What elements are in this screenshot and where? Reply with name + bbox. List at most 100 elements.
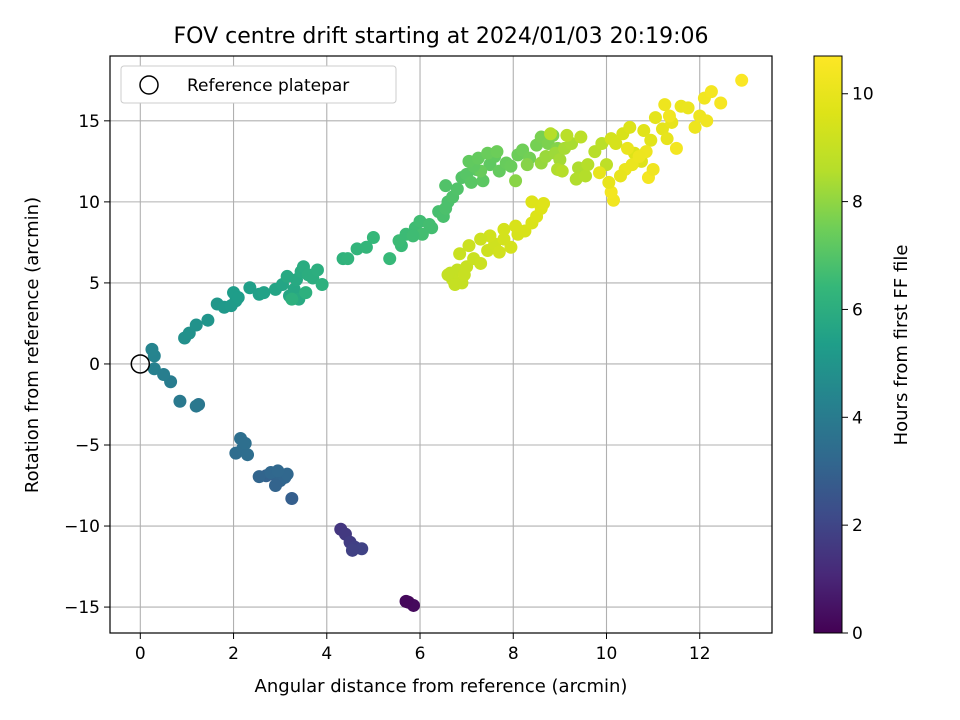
data-point — [604, 185, 618, 199]
colorbar-tick-label: 10 — [852, 85, 874, 105]
data-point — [257, 286, 271, 300]
data-point — [269, 479, 282, 493]
data-point — [271, 464, 285, 478]
data-point — [201, 313, 215, 327]
legend-box — [120, 65, 397, 104]
data-point — [189, 399, 203, 413]
data-point — [383, 252, 397, 266]
data-point — [462, 239, 476, 253]
data-point — [644, 133, 658, 147]
x-tick-label: 4 — [321, 644, 332, 664]
y-tick-label: 10 — [78, 193, 100, 213]
data-point — [662, 109, 676, 123]
data-point — [544, 127, 558, 141]
data-points — [145, 73, 749, 612]
x-tick-label: 12 — [689, 644, 711, 664]
data-point — [688, 120, 702, 134]
y-tick-label: −10 — [64, 517, 100, 537]
y-tick-label: −15 — [64, 598, 100, 618]
data-point — [392, 234, 406, 248]
y-axis-ticks: −15 −10 −5 0 5 10 15 — [64, 112, 110, 618]
data-point — [399, 594, 413, 608]
data-point — [252, 470, 266, 484]
data-point — [457, 268, 471, 282]
colorbar-tick-label: 6 — [852, 300, 863, 320]
data-point — [537, 196, 551, 210]
legend-marker-icon — [139, 75, 159, 95]
data-point — [613, 169, 627, 183]
data-point — [173, 394, 187, 408]
data-point — [474, 232, 488, 246]
data-point — [147, 362, 161, 376]
data-point — [637, 124, 651, 138]
chart-title: FOV centre drift starting at 2024/01/03 … — [174, 24, 709, 49]
data-point — [681, 101, 695, 115]
data-point — [704, 85, 718, 99]
data-point — [241, 448, 255, 462]
data-point — [609, 137, 623, 151]
data-point — [660, 132, 674, 146]
data-point — [439, 201, 453, 215]
data-point — [243, 281, 257, 295]
data-point — [425, 221, 439, 235]
data-point — [593, 166, 607, 180]
data-point — [406, 229, 420, 243]
colorbar-tick-label: 2 — [852, 516, 863, 536]
legend: Reference platepar — [120, 65, 397, 104]
plot-frame — [109, 55, 773, 634]
data-point — [714, 96, 728, 110]
x-tick-label: 6 — [415, 644, 426, 664]
data-point — [632, 149, 646, 163]
data-point — [497, 222, 511, 236]
x-tick-label: 8 — [508, 644, 519, 664]
data-point — [509, 219, 523, 233]
y-tick-label: 15 — [78, 112, 100, 132]
data-point — [238, 436, 252, 450]
data-point — [189, 318, 203, 332]
x-tick-label: 10 — [596, 644, 618, 664]
data-point — [231, 290, 245, 304]
y-tick-label: 0 — [89, 355, 100, 375]
data-point — [520, 158, 534, 172]
grid-lines — [110, 56, 772, 633]
data-point — [285, 292, 299, 306]
data-point — [648, 111, 662, 125]
data-point — [658, 98, 672, 112]
data-point — [669, 141, 683, 155]
data-point — [735, 73, 749, 87]
data-point — [555, 164, 569, 178]
data-point — [700, 114, 714, 128]
data-point — [620, 141, 634, 155]
data-point — [623, 120, 637, 134]
colorbar: 0 2 4 6 8 10 Hours from first FF file — [813, 55, 912, 644]
data-point — [655, 122, 669, 136]
data-point — [359, 240, 373, 254]
data-point — [299, 286, 313, 300]
data-point — [285, 491, 299, 505]
colorbar-gradient — [813, 55, 843, 634]
data-point — [492, 245, 506, 259]
x-axis-ticks: 0 2 4 6 8 10 12 — [135, 633, 711, 664]
y-axis-label: Rotation from reference (arcmin) — [22, 197, 43, 493]
data-point — [553, 153, 567, 167]
y-tick-label: 5 — [89, 274, 100, 294]
data-point — [474, 256, 488, 270]
data-point — [504, 159, 518, 173]
x-tick-label: 2 — [228, 644, 239, 664]
data-point — [450, 182, 464, 196]
data-point — [490, 145, 504, 159]
colorbar-tick-label: 0 — [852, 624, 863, 644]
x-tick-label: 0 — [135, 644, 146, 664]
data-point — [280, 269, 294, 283]
y-tick-label: −5 — [75, 436, 100, 456]
data-point — [345, 543, 359, 557]
data-point — [157, 367, 171, 381]
data-point — [439, 179, 453, 193]
data-point — [287, 282, 301, 296]
data-point — [315, 278, 329, 292]
data-point — [448, 278, 462, 292]
data-point — [509, 174, 523, 188]
data-point — [581, 158, 595, 172]
reference-marker — [130, 354, 151, 374]
